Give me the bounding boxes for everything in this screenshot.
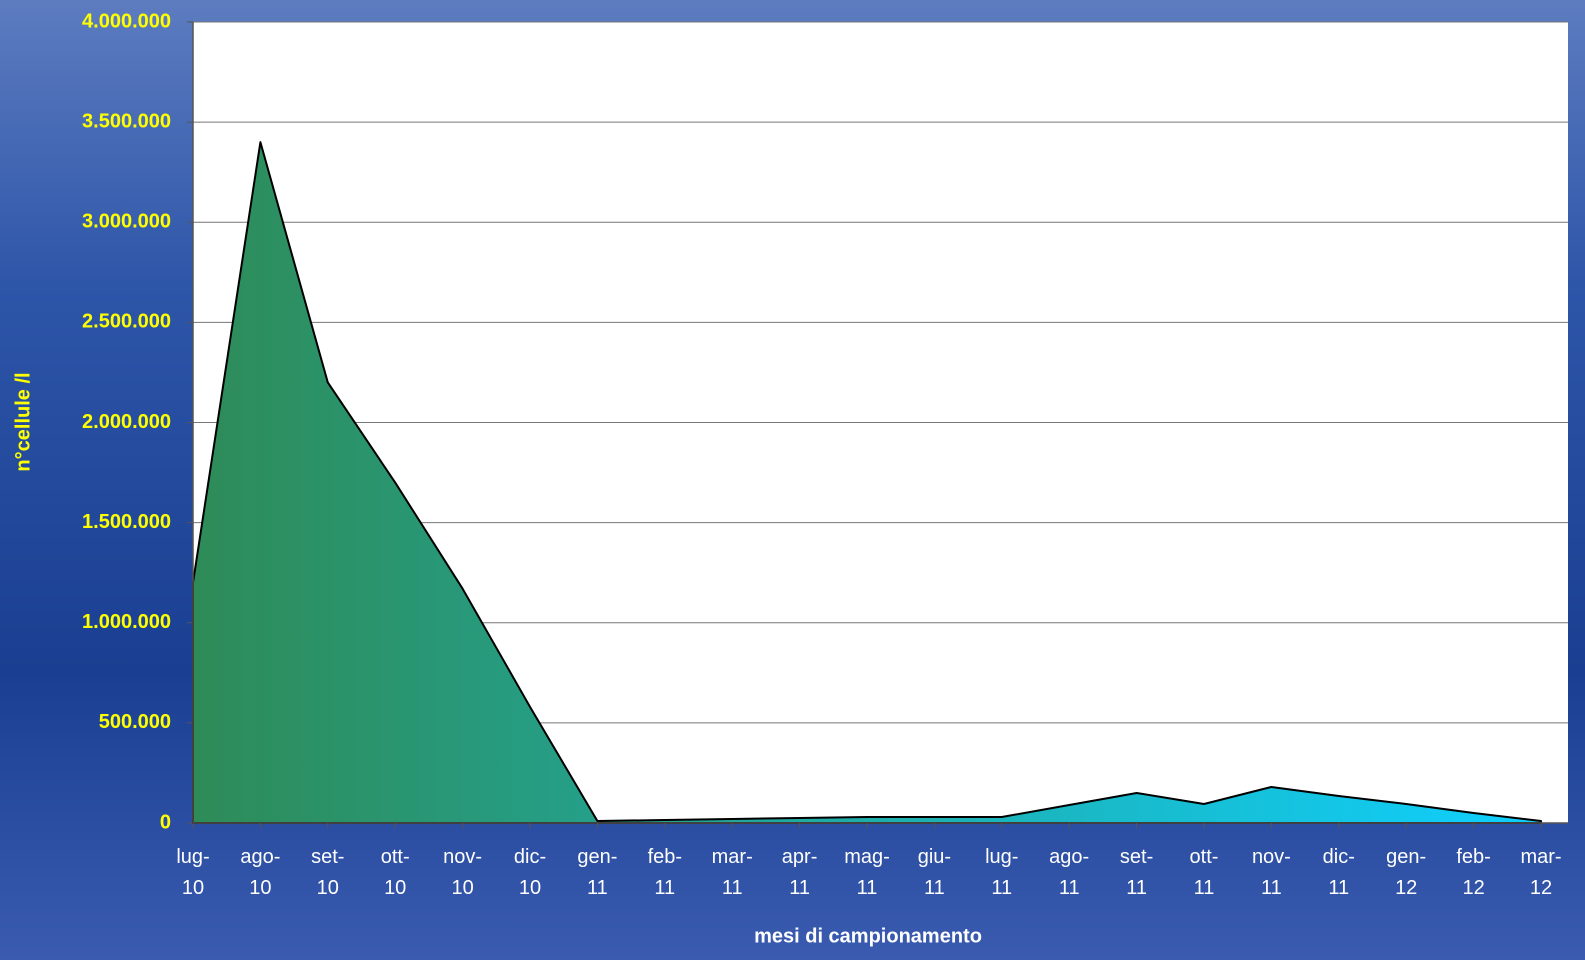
x-tick-label: gen-11 (577, 846, 617, 899)
x-tick-label: giu-11 (918, 846, 951, 899)
x-tick-label: nov-10 (443, 846, 482, 899)
x-axis-title: mesi di campionamento (754, 925, 982, 947)
x-tick-label: lug-11 (985, 846, 1018, 899)
x-tick-label: lug-10 (176, 846, 209, 899)
y-tick-label: 1.500.000 (82, 511, 171, 533)
y-tick-label: 3.000.000 (82, 211, 171, 233)
x-tick-label: set-11 (1120, 846, 1153, 899)
y-tick-label: 4.000.000 (82, 10, 171, 32)
x-tick-label: mag-11 (844, 846, 890, 899)
x-tick-label: gen-12 (1386, 846, 1426, 899)
x-tick-label: mar-11 (712, 846, 753, 899)
y-tick-label: 1.000.000 (82, 611, 171, 633)
y-tick-label: 3.500.000 (82, 110, 171, 132)
y-tick-label: 500.000 (99, 711, 171, 733)
x-tick-label: feb-11 (648, 846, 682, 899)
y-tick-label: 2.000.000 (82, 411, 171, 433)
x-tick-label: dic-10 (514, 846, 546, 899)
x-tick-label: feb-12 (1456, 846, 1490, 899)
x-tick-label: apr-11 (782, 846, 818, 899)
y-tick-label: 0 (160, 811, 171, 833)
area (192, 141, 1542, 824)
x-tick-label: ago-11 (1049, 846, 1089, 899)
x-tick-label: ago-10 (240, 846, 280, 899)
x-tick-label: nov-11 (1252, 846, 1291, 899)
y-tick-label: 2.500.000 (82, 311, 171, 333)
x-tick-label: ott-11 (1190, 846, 1219, 899)
x-tick-label: mar-12 (1520, 846, 1561, 899)
x-tick-label: set-10 (311, 846, 344, 899)
x-tick-label: ott-10 (381, 846, 410, 899)
x-tick-label: dic-11 (1323, 846, 1355, 899)
y-axis-title: n°cellule /l (12, 372, 34, 471)
